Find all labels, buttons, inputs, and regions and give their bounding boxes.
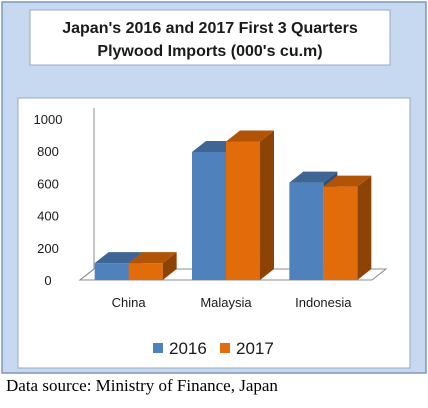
- legend-swatch-2016: [153, 343, 163, 353]
- bar-side-face: [162, 252, 177, 280]
- y-tick-label: 400: [37, 209, 59, 224]
- bar-top-face: [323, 175, 372, 187]
- legend-label-2016: 2016: [169, 339, 207, 358]
- chart-title-line-1: Japan's 2016 and 2017 First 3 Quarters: [62, 20, 358, 37]
- bar-front-face: [192, 152, 226, 280]
- bar-front-face: [128, 263, 163, 280]
- chart-frame: Japan's 2016 and 2017 First 3 Quarters P…: [1, 1, 427, 374]
- bars: [94, 130, 372, 280]
- y-tick-label: 1000: [34, 112, 63, 127]
- bar-front-face: [323, 186, 358, 280]
- bar-top-face: [226, 130, 274, 142]
- legend-label-2017: 2017: [236, 339, 274, 358]
- bar-2017-malaysia: [226, 130, 274, 280]
- bar-front-face: [226, 141, 260, 280]
- axes: [78, 108, 388, 281]
- title-box: [29, 9, 391, 66]
- y-tick-label: 200: [37, 241, 59, 256]
- category-label-china: China: [112, 295, 147, 310]
- bar-top-face: [128, 252, 177, 264]
- bar-side-face: [357, 175, 372, 280]
- chart-title-line-2: Plywood Imports (000's cu.m): [97, 43, 322, 60]
- bar-2017-china: [128, 252, 177, 280]
- x-axis-categories: China Malaysia Indonesia: [112, 295, 353, 310]
- y-axis-ticks: 0 200 400 600 800 1000: [34, 112, 63, 288]
- bar-2017-indonesia: [323, 175, 372, 280]
- bar-top-face: [94, 252, 143, 264]
- data-source-note: Data source: Ministry of Finance, Japan: [6, 376, 278, 395]
- bar-top-face: [289, 171, 338, 183]
- legend: 2016 2017: [153, 339, 274, 358]
- floor-plane: [78, 268, 388, 281]
- bar-side-face: [260, 130, 274, 280]
- bar-front-face: [289, 182, 324, 280]
- category-label-indonesia: Indonesia: [295, 295, 352, 310]
- y-tick-label: 800: [37, 144, 59, 159]
- legend-swatch-2017: [220, 343, 230, 353]
- y-tick-label: 0: [44, 273, 51, 288]
- y-tick-label: 600: [37, 176, 59, 191]
- category-label-malaysia: Malaysia: [200, 295, 252, 310]
- bar-front-face: [94, 263, 129, 280]
